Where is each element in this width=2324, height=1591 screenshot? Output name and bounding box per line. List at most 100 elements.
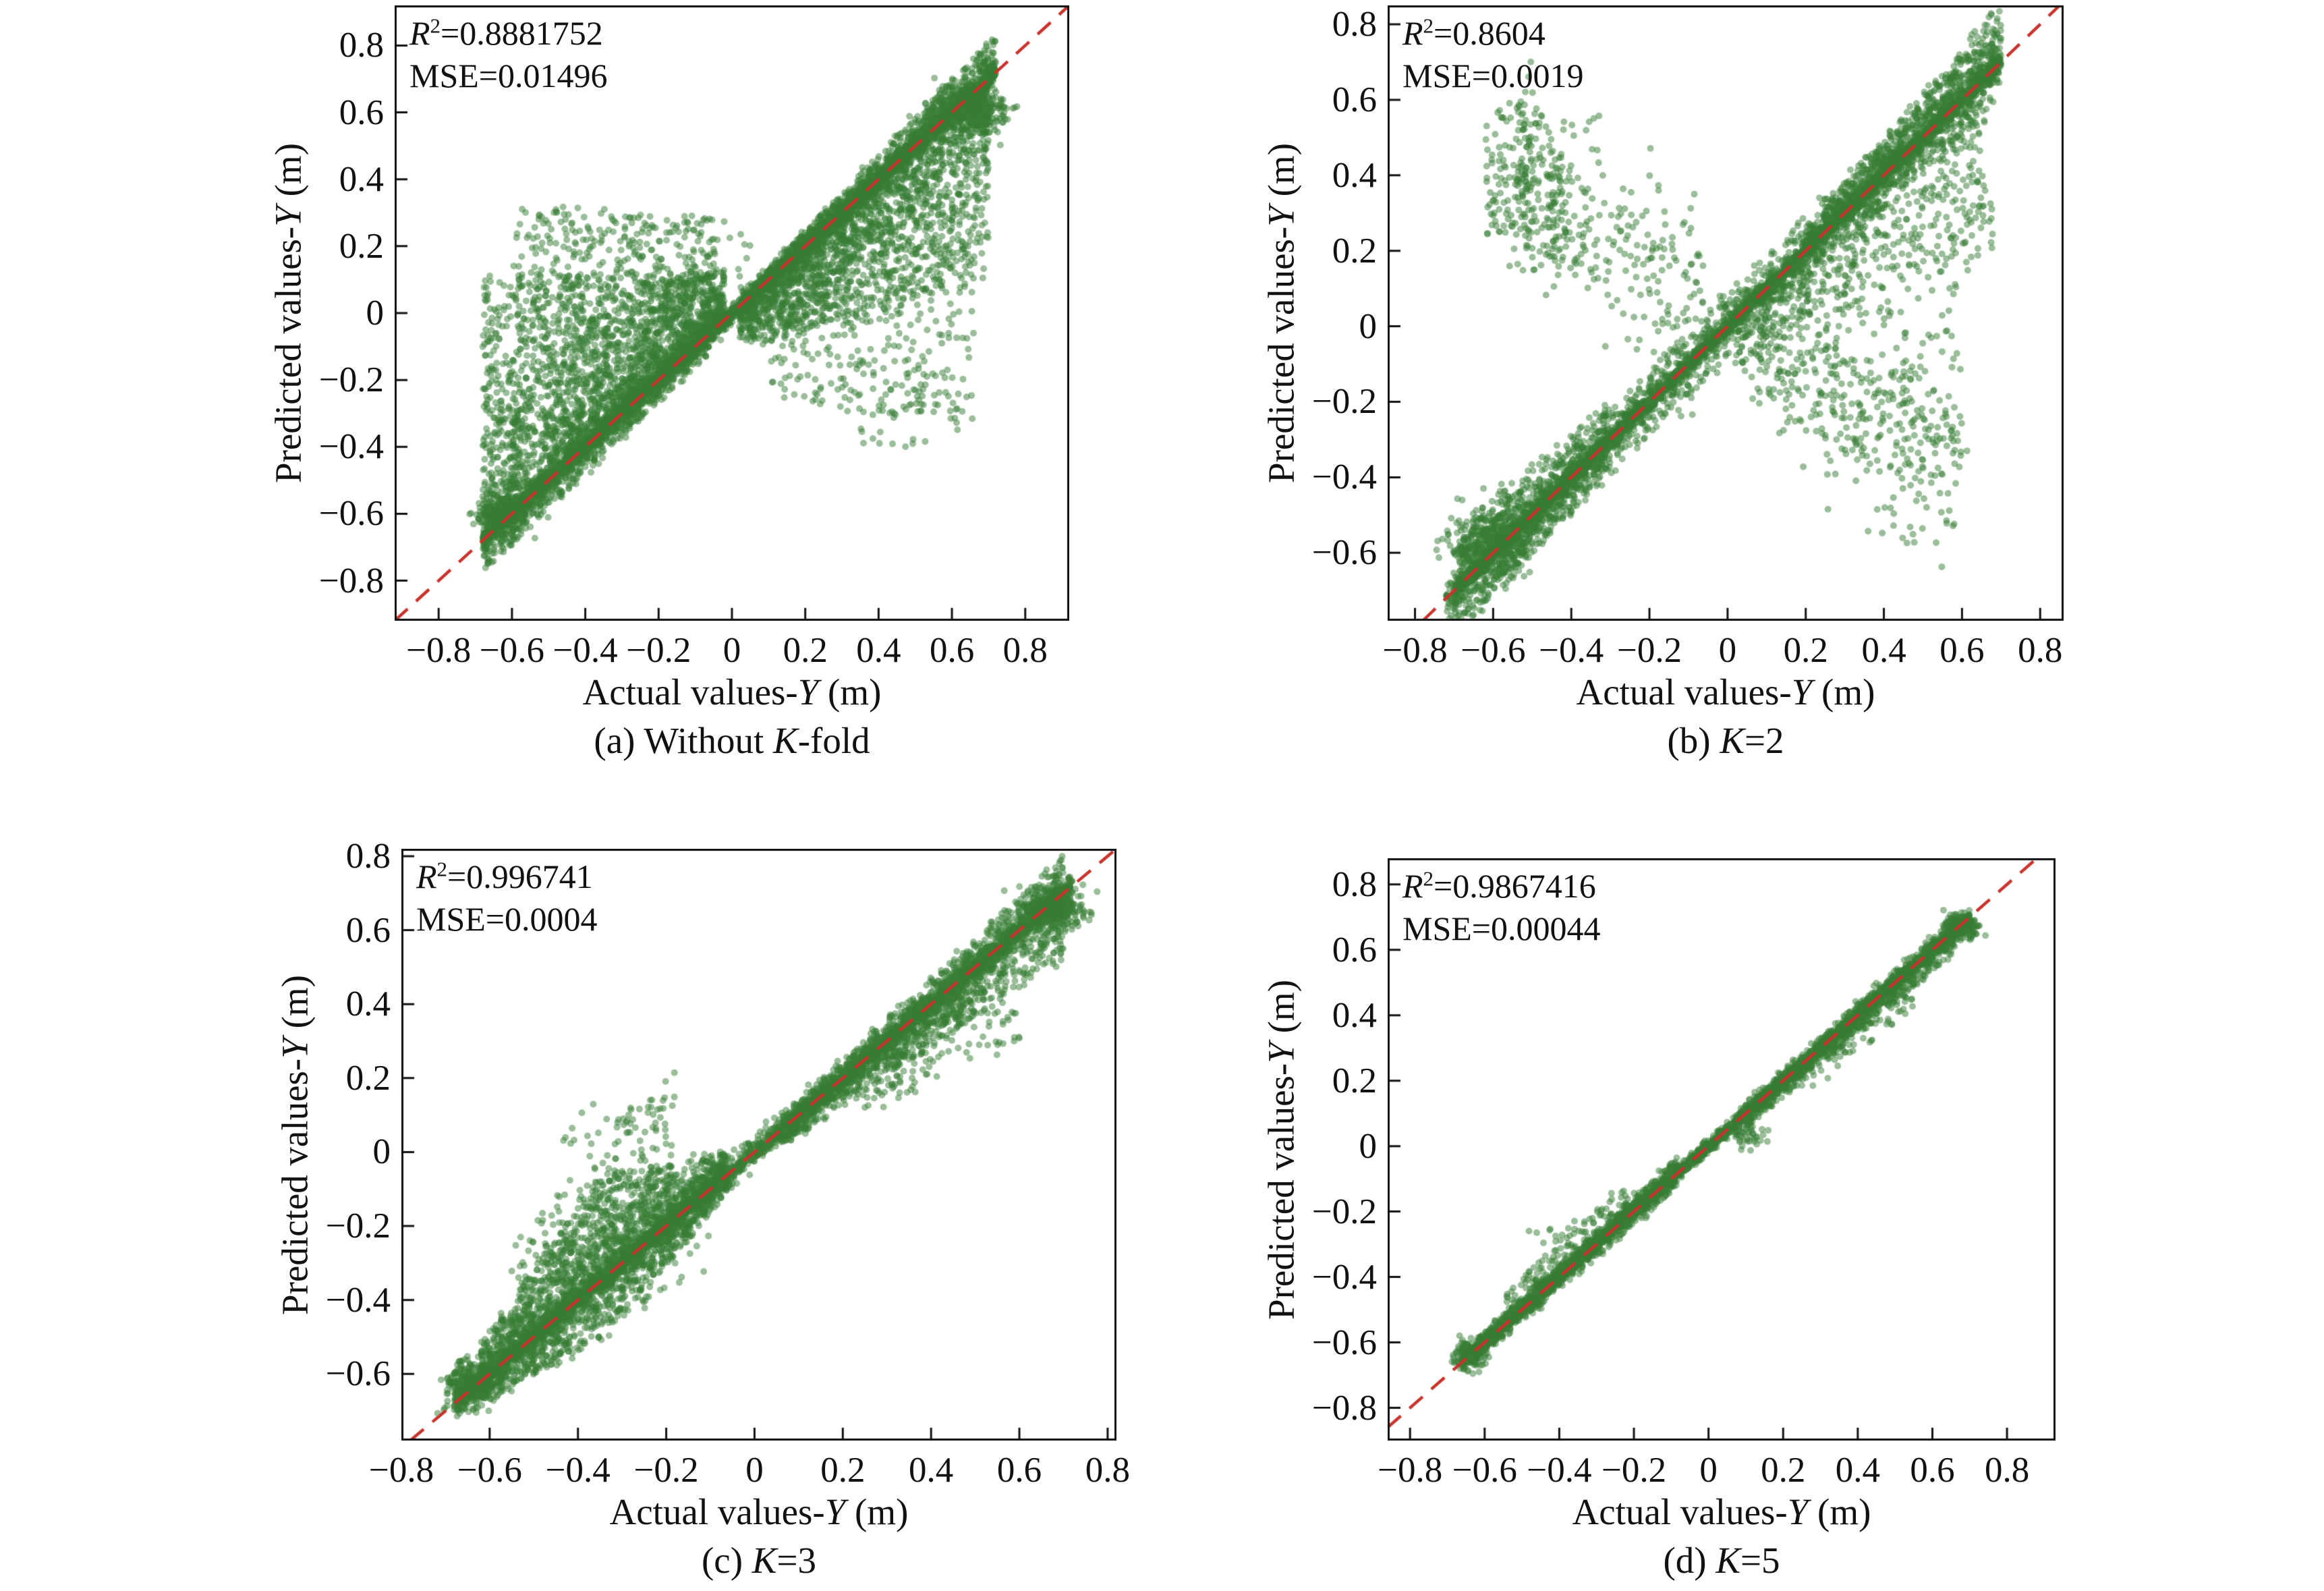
caption-text: (a) Without (594, 720, 773, 761)
stats-annotation: R2=0.9867416 MSE=0.00044 (1402, 865, 1601, 950)
r2-exponent: 2 (1423, 866, 1434, 891)
x-axis-label-unit: (m) (818, 671, 882, 713)
y-tick-label: −0.6 (1311, 533, 1377, 573)
y-tick-label: −0.2 (318, 360, 384, 400)
mse-line: MSE=0.0019 (1402, 57, 1584, 94)
panel-caption: (c) K=3 (702, 1539, 816, 1582)
r2-value: =0.9867416 (1434, 867, 1596, 905)
caption-var: K (773, 720, 798, 761)
panel-caption: (d) K=5 (1663, 1539, 1780, 1582)
caption-suffix: =5 (1740, 1540, 1780, 1581)
x-tick-label: −0.2 (626, 631, 691, 670)
y-axis-label-var: Y (267, 206, 309, 227)
stats-annotation: R2=0.8881752 MSE=0.01496 (409, 12, 608, 97)
scatter-canvas-d (1388, 858, 2056, 1441)
x-axis-label: Actual values-Y (m) (1572, 1490, 1871, 1533)
x-tick-label: 0.6 (1910, 1451, 1955, 1490)
y-tick-label: 0.6 (1332, 80, 1377, 119)
x-axis-label-var: Y (1787, 1491, 1809, 1532)
y-tick-label: 0.8 (339, 26, 384, 65)
x-tick-label: 0 (722, 631, 741, 670)
caption-var: K (1716, 1540, 1741, 1581)
x-axis-label: Actual values-Y (m) (610, 1490, 909, 1533)
x-tick-label: 0 (1699, 1451, 1718, 1490)
x-tick-label: 0.4 (909, 1451, 954, 1490)
x-tick-label: 0.6 (929, 631, 975, 670)
panel-caption: (a) Without K-fold (594, 719, 870, 762)
mse-line: MSE=0.00044 (1402, 910, 1601, 947)
y-tick-label: 0 (1359, 306, 1378, 346)
mse-line: MSE=0.01496 (409, 57, 608, 94)
x-axis-label-unit: (m) (1812, 671, 1875, 713)
x-tick-label: −0.2 (1616, 631, 1682, 670)
y-tick-label: −0.4 (1311, 1257, 1377, 1297)
r2-line: R2=0.8604 (1402, 12, 1584, 55)
x-tick-label: 0.2 (1783, 631, 1828, 670)
y-tick-label: 0.4 (1332, 155, 1377, 195)
y-tick-label: 0.2 (339, 226, 384, 266)
r2-line: R2=0.8881752 (409, 12, 608, 55)
caption-suffix: -fold (797, 720, 870, 761)
x-tick-label: 0.6 (996, 1451, 1042, 1490)
r2-value: =0.8881752 (441, 14, 603, 52)
x-tick-label: −0.6 (457, 1451, 522, 1490)
caption-text: (d) (1663, 1540, 1716, 1581)
scatter-canvas-a (395, 5, 1069, 621)
x-axis-label-text: Actual values- (609, 1491, 825, 1532)
y-tick-label: 0.2 (345, 1058, 391, 1098)
x-tick-label: −0.8 (406, 631, 472, 670)
y-tick-label: −0.6 (1311, 1322, 1377, 1362)
caption-suffix: =2 (1745, 720, 1784, 761)
y-tick-label: −0.6 (325, 1354, 391, 1394)
x-axis-label-unit: (m) (845, 1491, 909, 1532)
y-tick-label: −0.2 (325, 1206, 391, 1246)
x-tick-label: 0.8 (1002, 631, 1048, 670)
x-tick-label: 0.2 (783, 631, 828, 670)
stats-annotation: R2=0.996741 MSE=0.0004 (416, 856, 598, 941)
x-axis-label: Actual values-Y (m) (583, 671, 882, 713)
y-tick-label: 0.4 (345, 984, 391, 1024)
x-axis-label-text: Actual values- (1572, 1491, 1788, 1532)
x-tick-label: −0.8 (1378, 1451, 1443, 1490)
x-tick-label: −0.2 (633, 1451, 699, 1490)
y-tick-label: 0 (372, 1132, 391, 1172)
x-tick-label: 0.4 (1861, 631, 1906, 670)
r2-exponent: 2 (430, 13, 441, 38)
x-axis-label: Actual values-Y (m) (1577, 671, 1875, 713)
y-tick-label: −0.8 (318, 561, 384, 601)
r2-line: R2=0.9867416 (1402, 865, 1601, 908)
r2-symbol: R (416, 858, 437, 895)
y-tick-label: 0.2 (1332, 1061, 1377, 1100)
x-axis-label-var: Y (797, 671, 819, 713)
caption-text: (b) (1667, 720, 1720, 761)
r2-symbol: R (1402, 14, 1423, 52)
y-tick-label: 0.4 (339, 159, 384, 199)
x-tick-label: 0.2 (1761, 1451, 1806, 1490)
x-tick-label: 0 (745, 1451, 764, 1490)
r2-value: =0.8604 (1434, 14, 1546, 52)
y-tick-label: −0.4 (1311, 457, 1377, 497)
x-tick-label: 0.4 (856, 631, 901, 670)
y-tick-label: 0.4 (1332, 995, 1377, 1035)
caption-suffix: =3 (776, 1540, 817, 1581)
stats-annotation: R2=0.8604 MSE=0.0019 (1402, 12, 1584, 97)
x-tick-label: 0.2 (820, 1451, 866, 1490)
y-tick-label: 0.6 (345, 910, 391, 950)
x-tick-label: −0.6 (1452, 1451, 1517, 1490)
x-tick-label: −0.4 (552, 631, 618, 670)
x-tick-label: 0.4 (1835, 1451, 1880, 1490)
x-tick-label: 0.8 (1984, 1451, 2030, 1490)
y-tick-label: −0.8 (1311, 1388, 1377, 1428)
caption-var: K (752, 1540, 777, 1581)
x-axis-label-text: Actual values- (582, 671, 798, 713)
x-tick-label: 0.8 (2018, 631, 2063, 670)
y-tick-label: 0.6 (339, 92, 384, 132)
y-tick-label: 0.8 (1332, 4, 1377, 44)
y-tick-label: 0 (366, 294, 385, 333)
x-axis-label-var: Y (824, 1491, 846, 1532)
y-tick-label: 0 (1359, 1126, 1378, 1166)
r2-symbol: R (1402, 867, 1423, 905)
x-tick-label: −0.6 (479, 631, 544, 670)
x-tick-label: −0.4 (545, 1451, 611, 1490)
